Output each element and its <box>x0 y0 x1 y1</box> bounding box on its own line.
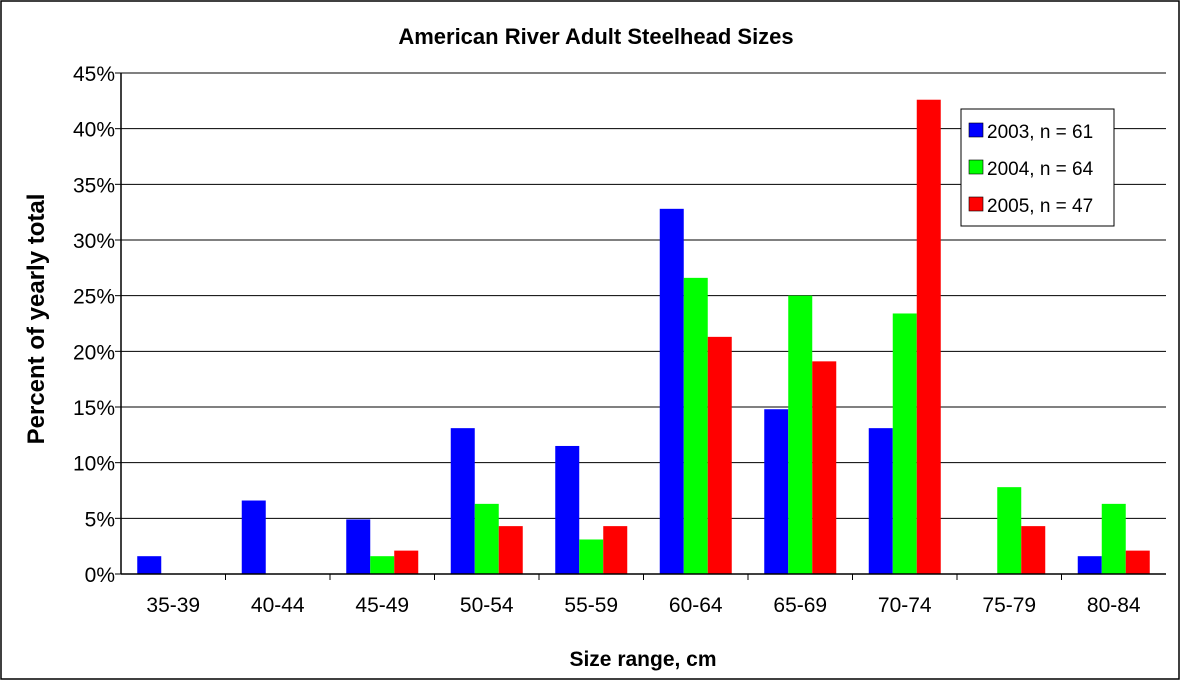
bar <box>498 526 523 574</box>
bar <box>1021 526 1046 574</box>
y-tick-label: 40% <box>73 119 115 142</box>
bar <box>394 550 419 574</box>
x-tick-label: 80-84 <box>1087 594 1141 617</box>
bar <box>764 409 789 574</box>
bar <box>868 428 893 574</box>
bar <box>1125 550 1150 574</box>
y-tick-label: 0% <box>85 564 115 587</box>
bar <box>997 487 1022 574</box>
bar <box>812 361 837 574</box>
y-tick-label: 10% <box>73 453 115 476</box>
x-tick-label: 70-74 <box>878 594 932 617</box>
bar <box>707 336 732 574</box>
legend-swatch <box>968 122 984 138</box>
legend-label: 2004, n = 64 <box>987 159 1094 180</box>
y-tick-label: 30% <box>73 230 115 253</box>
y-tick-label: 35% <box>73 174 115 197</box>
bar <box>1077 556 1102 574</box>
legend-label: 2005, n = 47 <box>987 196 1093 217</box>
y-axis-title: Percent of yearly total <box>23 194 50 445</box>
axes <box>120 73 1166 575</box>
x-tick-label: 40-44 <box>251 594 305 617</box>
bar <box>137 556 162 574</box>
x-tick-label: 65-69 <box>773 594 827 617</box>
x-tick-label: 55-59 <box>564 594 618 617</box>
y-tick-labels: 0% 5% 10% 15% 20% 25% 30% 35% 40% 45% <box>73 63 115 587</box>
y-tick-label: 45% <box>73 63 115 86</box>
bar <box>659 208 684 574</box>
x-tick-label: 50-54 <box>460 594 514 617</box>
bars <box>137 99 1150 574</box>
bar <box>892 313 917 574</box>
y-tick-label: 25% <box>73 286 115 309</box>
bar <box>683 277 708 574</box>
bar <box>579 539 604 574</box>
legend-swatch <box>968 196 984 212</box>
x-tick-label: 45-49 <box>355 594 409 617</box>
bar <box>603 526 628 574</box>
x-tick-label: 75-79 <box>982 594 1036 617</box>
bar <box>916 99 941 574</box>
bar <box>370 556 395 574</box>
bar <box>1101 503 1126 574</box>
bar <box>450 428 475 574</box>
y-tick-label: 20% <box>73 341 115 364</box>
legend-box <box>960 108 1115 227</box>
chart-title: American River Adult Steelhead Sizes <box>398 24 793 49</box>
x-tick-labels: 35-39 40-44 45-49 50-54 55-59 60-64 65-69 70-74… <box>146 594 1141 617</box>
legend-swatch <box>968 159 984 175</box>
bar <box>788 295 813 574</box>
bar <box>346 519 371 574</box>
y-tick-label: 5% <box>85 508 115 531</box>
x-tick-label: 35-39 <box>146 594 200 617</box>
x-tick-label: 60-64 <box>669 594 723 617</box>
x-axis-title: Size range, cm <box>569 648 716 671</box>
y-tick-label: 15% <box>73 397 115 420</box>
legend: 2003, n = 61 2004, n = 64 2005, n = 47 <box>960 108 1115 227</box>
bar <box>474 503 499 574</box>
legend-label: 2003, n = 61 <box>987 122 1093 143</box>
bar <box>555 445 580 574</box>
bar <box>241 500 266 574</box>
